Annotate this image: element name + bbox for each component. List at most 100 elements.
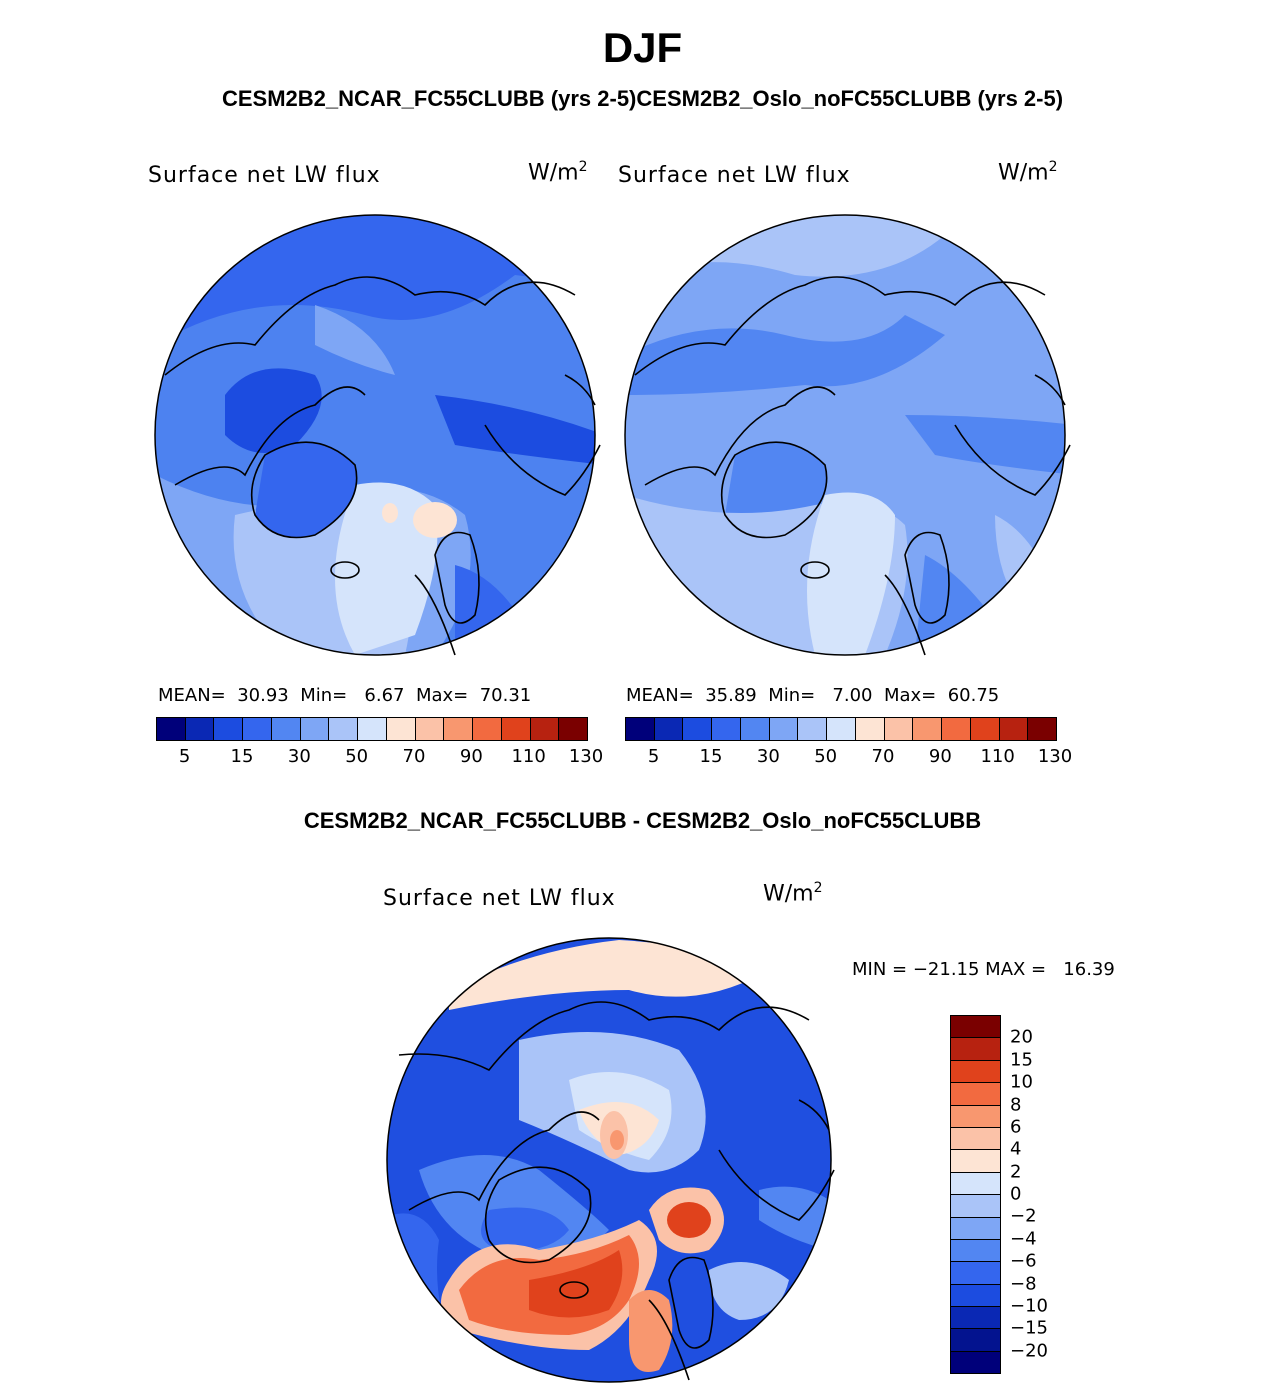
colorbar-tick-label: 70 <box>871 746 895 767</box>
map-ncar-coastlines <box>164 276 601 656</box>
colorbar-difference <box>950 1015 1001 1375</box>
colorbar-swatch <box>329 718 359 740</box>
colorbar-swatch <box>769 718 799 740</box>
map-ncar <box>154 214 601 656</box>
colorbar-swatch <box>951 1239 1000 1263</box>
colorbar-swatch <box>951 1083 1000 1106</box>
colorbar-tick-label: 5 <box>647 746 660 767</box>
colorbar-swatch <box>271 718 301 740</box>
colorbar-swatch <box>951 1105 1000 1128</box>
colorbar-swatch <box>999 718 1029 740</box>
colorbar-oslo-labels: 5 15 30 50 70 90 110 130 <box>625 746 1072 770</box>
colorbar-swatch <box>185 718 215 740</box>
colorbar-ncar <box>156 717 588 741</box>
colorbar-swatch <box>951 1127 1000 1151</box>
colorbar-tick-label: −2 <box>1010 1205 1037 1227</box>
panel-ncar-units: W/m2 <box>528 159 588 186</box>
colorbar-swatch <box>683 718 713 740</box>
colorbar-tick-label: 5 <box>178 746 191 767</box>
colorbar-tick-label: 2 <box>1010 1161 1022 1183</box>
panel-oslo-variable: Surface net LW flux <box>618 163 851 188</box>
colorbar-tick-label: 15 <box>699 746 723 767</box>
colorbar-swatch <box>386 718 416 740</box>
map-difference-field <box>387 938 831 1382</box>
map-oslo-field <box>625 215 1065 655</box>
map-oslo <box>624 214 1071 656</box>
panel-oslo-stats: MEAN= 35.89 Min= 7.00 Max= 60.75 <box>626 685 1000 706</box>
colorbar-oslo <box>625 717 1057 741</box>
colorbar-tick-label: −6 <box>1010 1250 1037 1272</box>
colorbar-swatch <box>951 1284 1000 1308</box>
colorbar-swatch <box>1028 718 1057 740</box>
colorbar-tick-label: −15 <box>1010 1317 1048 1339</box>
colorbar-tick-label: 30 <box>756 746 780 767</box>
colorbar-swatch <box>970 718 1000 740</box>
colorbar-difference-labels: 20 15 10 8 6 4 2 0 −2 −4 −6 −8 −10 −15 −20 <box>1010 1015 1070 1375</box>
colorbar-tick-label: 20 <box>1010 1026 1033 1048</box>
colorbar-swatch <box>951 1038 1000 1061</box>
colorbar-swatch <box>501 718 531 740</box>
colorbar-swatch <box>951 1351 1000 1374</box>
map-oslo-coastlines <box>634 276 1071 656</box>
colorbar-swatch <box>951 1060 1000 1084</box>
difference-title: CESM2B2_NCAR_FC55CLUBB - CESM2B2_Oslo_no… <box>303 808 982 833</box>
map-difference <box>386 937 835 1383</box>
colorbar-ncar-labels: 5 15 30 50 70 90 110 130 <box>156 746 603 770</box>
map-difference-coastlines <box>398 1001 835 1381</box>
colorbar-swatch <box>654 718 684 740</box>
figure-title: DJF <box>602 24 683 71</box>
colorbar-tick-label: −20 <box>1010 1340 1048 1362</box>
colorbar-tick-label: −4 <box>1010 1228 1037 1250</box>
colorbar-swatch <box>951 1217 1000 1240</box>
colorbar-tick-label: 70 <box>402 746 426 767</box>
colorbar-swatch <box>951 1262 1000 1285</box>
colorbar-tick-label: 90 <box>459 746 483 767</box>
colorbar-swatch <box>214 718 244 740</box>
colorbar-swatch <box>358 718 387 740</box>
colorbar-swatch <box>243 718 272 740</box>
colorbar-tick-label: 30 <box>287 746 311 767</box>
colorbar-tick-label: 110 <box>511 746 546 767</box>
colorbar-swatch <box>157 718 186 740</box>
colorbar-swatch <box>827 718 856 740</box>
colorbar-swatch <box>444 718 474 740</box>
colorbar-tick-label: 130 <box>568 746 604 767</box>
panel-ncar-variable: Surface net LW flux <box>148 163 381 188</box>
colorbar-tick-label: 0 <box>1010 1183 1022 1205</box>
colorbar-swatch <box>913 718 943 740</box>
colorbar-swatch <box>951 1150 1000 1173</box>
colorbar-tick-label: −10 <box>1010 1295 1048 1317</box>
colorbar-swatch <box>559 718 588 740</box>
colorbar-tick-label: 6 <box>1010 1116 1022 1138</box>
colorbar-tick-label: 4 <box>1010 1138 1022 1160</box>
panel-ncar-stats: MEAN= 30.93 Min= 6.67 Max= 70.31 <box>158 685 532 706</box>
colorbar-swatch <box>740 718 770 740</box>
panel-diff-variable: Surface net LW flux <box>383 886 616 911</box>
colorbar-swatch <box>530 718 560 740</box>
colorbar-tick-label: −8 <box>1010 1273 1037 1294</box>
colorbar-swatch <box>951 1307 1000 1330</box>
colorbar-tick-label: 15 <box>1010 1049 1033 1071</box>
colorbar-tick-label: 50 <box>345 746 369 767</box>
panel-diff-units: W/m2 <box>763 880 823 907</box>
models-title: CESM2B2_NCAR_FC55CLUBB (yrs 2-5)CESM2B2_… <box>221 86 1064 111</box>
panel-oslo-units: W/m2 <box>998 159 1058 186</box>
colorbar-swatch <box>951 1172 1000 1196</box>
colorbar-swatch <box>300 718 330 740</box>
colorbar-swatch <box>942 718 971 740</box>
colorbar-tick-label: 90 <box>928 746 952 767</box>
colorbar-swatch <box>415 718 445 740</box>
colorbar-swatch <box>855 718 885 740</box>
colorbar-swatch <box>951 1329 1000 1352</box>
colorbar-swatch <box>473 718 502 740</box>
colorbar-swatch <box>626 718 655 740</box>
colorbar-swatch <box>884 718 914 740</box>
colorbar-tick-label: 8 <box>1010 1094 1022 1115</box>
colorbar-tick-label: 110 <box>980 746 1015 767</box>
panel-diff-minmax: MIN = −21.15 MAX = 16.39 <box>852 959 1115 980</box>
colorbar-tick-label: 15 <box>230 746 254 767</box>
colorbar-swatch <box>712 718 741 740</box>
colorbar-tick-label: 130 <box>1037 746 1073 767</box>
colorbar-swatch <box>798 718 828 740</box>
colorbar-tick-label: 50 <box>814 746 838 767</box>
